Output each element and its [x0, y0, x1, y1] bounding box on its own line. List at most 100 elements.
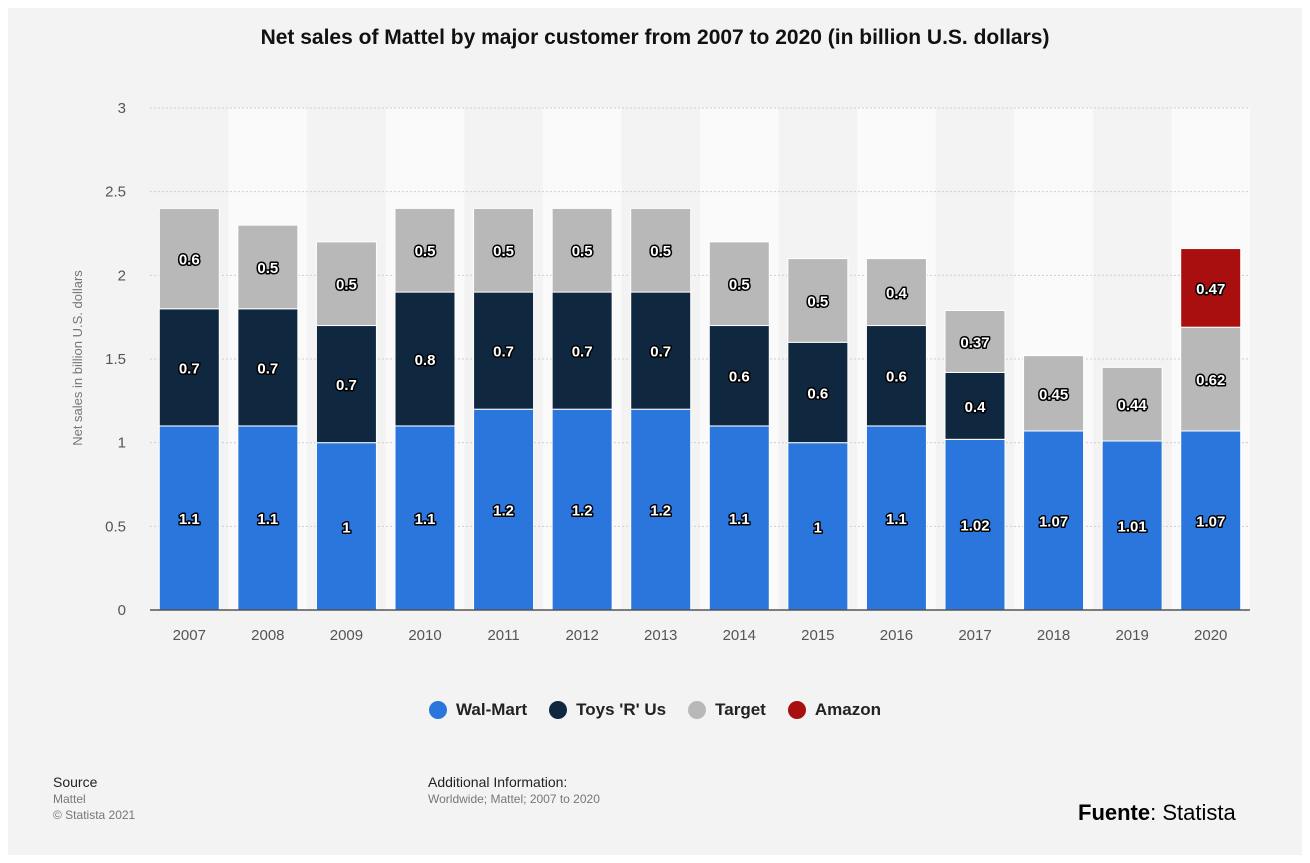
- x-tick-label: 2009: [330, 627, 363, 644]
- legend-swatch: [688, 701, 707, 719]
- bar-segment[interactable]: [865, 258, 927, 327]
- additional-info-block: Additional Information: Worldwide; Matte…: [428, 773, 600, 807]
- bar-segment[interactable]: [1023, 355, 1085, 432]
- bar-segment[interactable]: [944, 309, 1006, 373]
- legend-swatch: [429, 701, 448, 719]
- bar-segment[interactable]: [865, 425, 927, 611]
- legend-item[interactable]: Wal-Mart: [429, 700, 527, 720]
- data-label: 1.1: [415, 511, 436, 528]
- bar-segment[interactable]: [237, 224, 299, 310]
- y-tick-label: 3: [118, 100, 126, 117]
- bar-segment[interactable]: [315, 241, 377, 327]
- data-label: 1.01: [1118, 518, 1147, 535]
- additional-info-heading[interactable]: Additional Information:: [428, 774, 568, 790]
- data-label: 0.7: [493, 344, 514, 361]
- x-tick-label: 2015: [801, 627, 834, 644]
- bar-segment[interactable]: [158, 207, 220, 310]
- data-label: 0.47: [1196, 281, 1225, 298]
- fuente-label: Fuente: [1078, 800, 1151, 825]
- bar-segment[interactable]: [473, 207, 535, 293]
- bar-segment[interactable]: [315, 442, 377, 611]
- bar-segment[interactable]: [630, 207, 692, 293]
- data-label: 1.1: [179, 511, 200, 528]
- bar-segment[interactable]: [708, 241, 770, 327]
- chart-title: Net sales of Mattel by major customer fr…: [260, 26, 1050, 49]
- data-label: 0.45: [1039, 386, 1068, 403]
- bar-segment[interactable]: [1180, 430, 1242, 611]
- data-label: 1.2: [493, 503, 514, 520]
- bar-segment[interactable]: [708, 325, 770, 427]
- data-label: 0.44: [1118, 397, 1148, 414]
- bar-segment[interactable]: [1180, 248, 1242, 328]
- legend-label: Amazon: [814, 700, 881, 719]
- x-tick-label: 2019: [1115, 627, 1148, 644]
- x-tick-label: 2010: [408, 627, 441, 644]
- bar-segment[interactable]: [944, 371, 1006, 440]
- data-label: 0.8: [415, 352, 436, 369]
- y-tick-label: 1.5: [105, 351, 126, 368]
- legend-label: Target: [715, 700, 766, 719]
- bar-segment[interactable]: [237, 308, 299, 427]
- legend-swatch: [549, 701, 568, 719]
- data-label: 0.5: [650, 243, 671, 260]
- bar-segment[interactable]: [1101, 366, 1163, 442]
- legend-swatch: [787, 701, 806, 719]
- data-label: 1.02: [960, 518, 989, 535]
- y-tick-label: 2.5: [105, 184, 126, 201]
- bar-segment[interactable]: [865, 325, 927, 427]
- bar-segment[interactable]: [944, 438, 1006, 611]
- bar-segment[interactable]: [708, 425, 770, 611]
- copyright: © Statista 2021: [53, 808, 136, 822]
- data-label: 0.7: [179, 360, 200, 377]
- data-label: 1.1: [729, 511, 750, 528]
- bar-segment[interactable]: [551, 207, 613, 293]
- x-tick-label: 2013: [644, 627, 677, 644]
- additional-info-text: Worldwide; Mattel; 2007 to 2020: [428, 792, 600, 806]
- bar-segment[interactable]: [630, 291, 692, 410]
- bar-segment[interactable]: [787, 341, 849, 444]
- x-tick-label: 2007: [173, 627, 206, 644]
- data-label: 1.07: [1039, 513, 1068, 530]
- bar-segment[interactable]: [473, 408, 535, 611]
- bar-segment[interactable]: [1180, 326, 1242, 432]
- source-heading[interactable]: Source: [53, 774, 98, 790]
- x-tick-label: 2016: [880, 627, 913, 644]
- data-label: 0.62: [1196, 372, 1225, 389]
- source-name: Mattel: [53, 792, 86, 806]
- data-label: 1.2: [650, 503, 671, 520]
- y-tick-label: 2: [118, 267, 126, 284]
- data-label: 0.5: [807, 293, 828, 310]
- x-tick-label: 2011: [487, 627, 519, 644]
- bar-segment[interactable]: [394, 425, 456, 611]
- legend-item[interactable]: Toys 'R' Us: [549, 700, 666, 720]
- legend-item[interactable]: Amazon: [787, 700, 881, 720]
- bar-segment[interactable]: [787, 258, 849, 343]
- bar-segment[interactable]: [1023, 430, 1085, 611]
- bar-segment[interactable]: [630, 408, 692, 611]
- data-label: 1.2: [572, 503, 593, 520]
- data-label: 0.7: [572, 344, 593, 361]
- data-label: 0.5: [336, 277, 357, 294]
- fuente-value: : Statista: [1150, 800, 1236, 825]
- data-label: 0.7: [336, 377, 357, 394]
- x-tick-label: 2020: [1194, 627, 1227, 644]
- data-label: 0.5: [572, 243, 593, 260]
- x-tick-label: 2008: [251, 627, 284, 644]
- bar-segment[interactable]: [551, 408, 613, 611]
- data-label: 0.5: [729, 277, 750, 294]
- data-label: 0.6: [886, 369, 907, 386]
- y-tick-label: 0.5: [105, 518, 126, 535]
- bar-segment[interactable]: [473, 291, 535, 410]
- data-label: 1.07: [1196, 513, 1225, 530]
- bar-segment[interactable]: [315, 325, 377, 444]
- data-label: 1.1: [257, 511, 278, 528]
- source-block: Source Mattel © Statista 2021: [53, 773, 135, 823]
- fuente-note: Fuente: Statista: [1078, 800, 1236, 826]
- data-label: 0.5: [493, 243, 514, 260]
- data-label: 0.7: [650, 344, 671, 361]
- legend-item[interactable]: Target: [688, 700, 766, 720]
- bar-segment[interactable]: [394, 207, 456, 293]
- chart-legend: Wal-Mart Toys 'R' Us Target Amazon: [0, 700, 1310, 720]
- data-label: 1.1: [886, 511, 907, 528]
- bar-segment[interactable]: [551, 291, 613, 410]
